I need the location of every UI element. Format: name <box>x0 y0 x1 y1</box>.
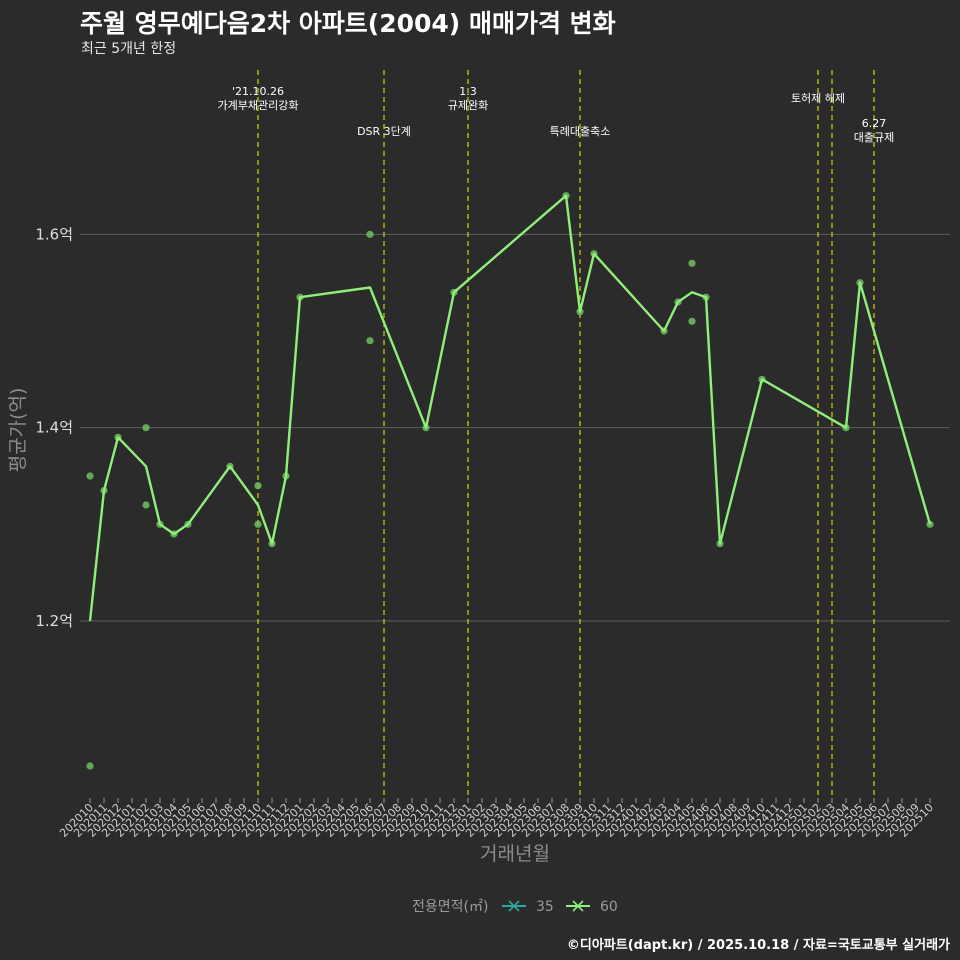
event-label: 규제완화 <box>448 99 488 112</box>
data-point <box>366 337 374 345</box>
x-axis-ticks: 2020102020112020122021012021022021032021… <box>57 798 936 840</box>
event-label: '21.10.26 <box>232 85 284 98</box>
x-axis-title: 거래년월 <box>480 843 550 865</box>
legend-key-60 <box>566 900 590 912</box>
y-axis-ticks: 1.2억 1.4억 1.6억 <box>35 225 73 630</box>
series-60 <box>86 192 934 770</box>
legend-label-35: 35 <box>536 899 554 915</box>
y-tick-label: 1.6억 <box>35 225 73 243</box>
legend-key-cross <box>508 900 520 912</box>
legend: 전용면적(㎡) 35 60 <box>412 899 618 915</box>
data-point <box>688 317 696 325</box>
grid-lines <box>80 233 950 622</box>
data-point <box>142 501 150 509</box>
legend-key-cross <box>572 900 584 912</box>
chart-subtitle: 최근 5개년 한정 <box>81 41 177 57</box>
data-point <box>926 520 934 528</box>
chart-title: 주월 영무예다음2차 아파트(2004) 매매가격 변화 <box>80 9 616 38</box>
event-label: DSR 3단계 <box>357 125 411 138</box>
data-point <box>254 520 262 528</box>
y-tick-label: 1.2억 <box>35 612 73 630</box>
legend-key-35 <box>502 900 526 912</box>
event-label: 6.27 <box>862 117 887 130</box>
source-caption: ©디아파트(dapt.kr) / 2025.10.18 / 자료=국토교통부 실… <box>566 938 950 953</box>
y-axis-title: 평균가(억) <box>7 388 29 473</box>
data-point <box>688 259 696 267</box>
series-line-60 <box>88 194 932 622</box>
legend-label-60: 60 <box>600 899 618 915</box>
event-label: 가계부채관리강화 <box>218 99 299 112</box>
data-point <box>86 762 94 770</box>
legend-title: 전용면적(㎡) <box>412 899 488 915</box>
data-point <box>142 424 150 432</box>
y-tick-label: 1.4억 <box>35 419 73 437</box>
event-label: 특례대출축소 <box>550 125 611 138</box>
data-point <box>366 230 374 238</box>
data-point <box>254 482 262 490</box>
event-label: 토허제 해제 <box>791 91 845 105</box>
data-point <box>86 472 94 480</box>
event-label: 1.3 <box>459 85 477 98</box>
event-label: 대출규제 <box>854 131 894 144</box>
